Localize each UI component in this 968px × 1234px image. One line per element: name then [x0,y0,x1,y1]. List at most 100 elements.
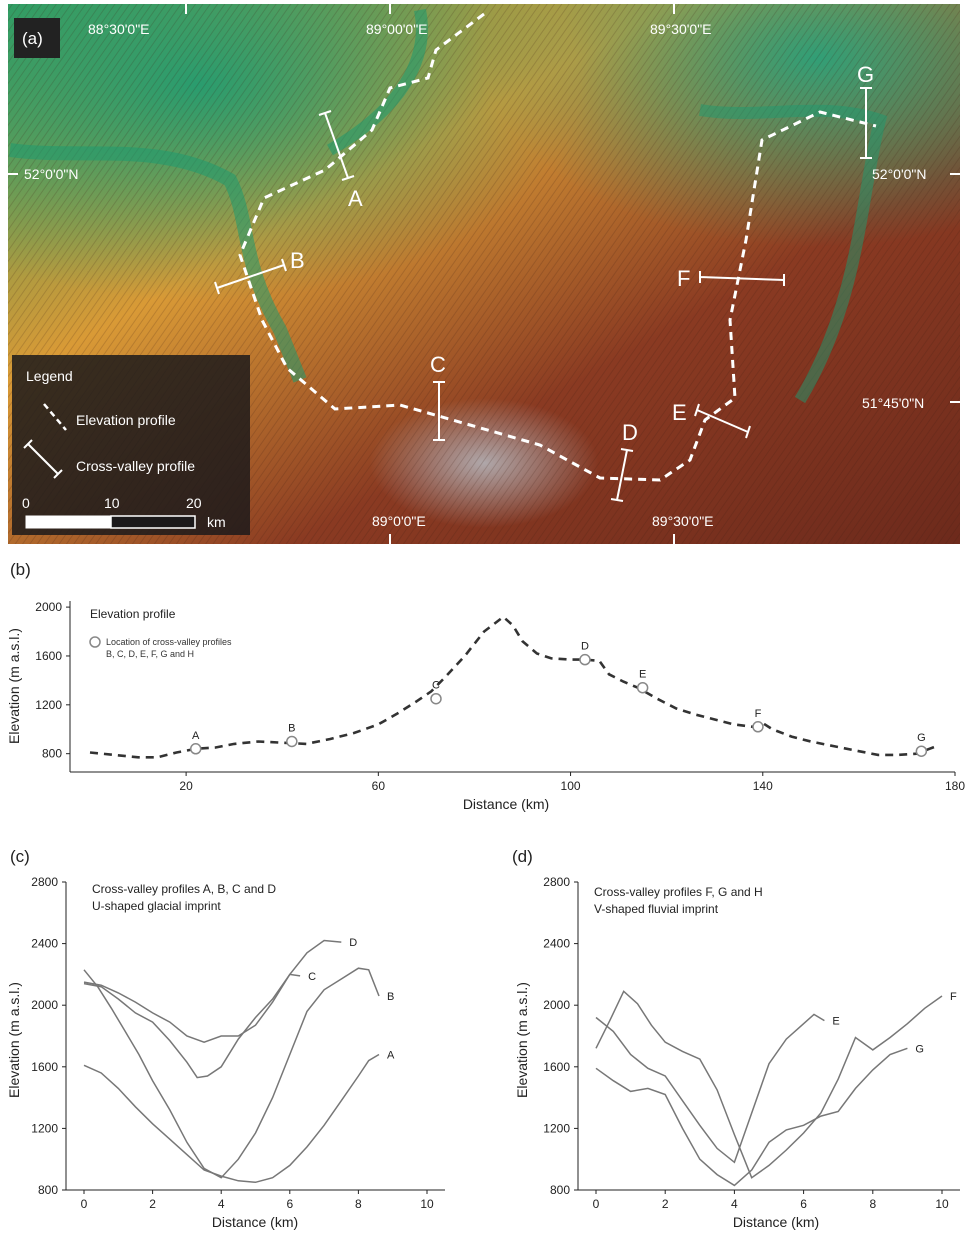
x-tick-label: 10 [935,1197,949,1211]
x-tick-label: 4 [218,1197,225,1211]
valley-east [699,104,888,404]
profile-point-label-E: E [639,669,646,681]
y-tick-label: 2000 [35,600,62,614]
coord-lat-right-2: 51°45'0"N [862,395,924,411]
map-letter-E: E [672,400,687,425]
map-panel: A B C D E F G 88°30'0"E 89°00'0"E 89°30'… [8,4,960,544]
scale-tick-0: 0 [22,495,30,511]
scale-tick-20: 20 [186,495,202,511]
x-tick-label: 180 [945,779,965,793]
series-line [89,615,937,759]
panel-b-ylabel: Elevation (m a.s.l.) [6,628,22,744]
panel-b-y-ticks: 800 1200 1600 2000 [35,600,70,761]
cross-valley-C [433,381,445,441]
panel-c-title-line1: Cross-valley profiles A, B, C and D [92,882,276,896]
series-line-C [83,973,301,1079]
series-line-F [595,990,943,1179]
y-tick-label: 800 [42,747,62,761]
coord-lon-top-3: 89°30'0"E [650,21,712,37]
x-tick-label: 100 [561,779,581,793]
scale-tick-10: 10 [104,495,120,511]
panel-c-ylabel: Elevation (m a.s.l.) [6,982,22,1098]
panel-b-plot-area: A B C D E F G [89,615,937,759]
panel-b-title: Elevation profile [90,607,176,621]
panel-b-label: (b) [10,560,31,579]
map-legend-bg [12,355,250,535]
x-tick-label: 6 [800,1197,807,1211]
legend-elevation-profile: Elevation profile [76,412,176,428]
x-tick-label: 20 [179,779,193,793]
legend-dashed-symbol [43,403,67,431]
coord-lon-bottom-2: 89°30'0"E [652,513,714,529]
map-letter-F: F [677,266,690,291]
y-tick-label: 2000 [543,998,570,1012]
profile-point-F [752,721,764,733]
y-tick-label: 2000 [31,998,58,1012]
panel-a-label: (a) [22,29,43,48]
y-tick-label: 2800 [543,875,570,889]
panel-d-ylabel: Elevation (m a.s.l.) [514,982,530,1098]
panel-c-cross-valley-chart: (c) Elevation (m a.s.l.) Distance (km) C… [6,847,445,1230]
panel-d-x-ticks: 0 2 4 6 8 10 [593,1190,949,1211]
profile-point-A [189,743,202,755]
panel-b-xlabel: Distance (km) [463,796,549,812]
series-label-A: A [387,1049,395,1061]
y-tick-label: 800 [38,1183,58,1197]
cross-valley-B [214,258,287,295]
x-tick-label: 0 [593,1197,600,1211]
panel-d-plot-area: E F G [595,990,957,1187]
graticule-ticks [8,4,960,544]
x-tick-label: 2 [149,1197,156,1211]
profile-point-label-C: C [432,680,440,692]
panel-b-elevation-profile-chart: (b) Elevation (m a.s.l.) Distance (km) E… [6,560,965,812]
x-tick-label: 140 [753,779,773,793]
map-letter-B: B [290,248,305,273]
x-tick-label: 2 [662,1197,669,1211]
series-label-B: B [387,991,394,1003]
y-tick-label: 1600 [543,1060,570,1074]
panel-b-legend-line2: B, C, D, E, F, G and H [106,649,194,659]
panel-c-y-ticks: 800 1200 1600 2000 2400 2800 [31,875,66,1197]
series-line-D [83,939,342,1043]
legend-bar-symbol [23,439,63,479]
y-tick-label: 2800 [31,875,58,889]
map-letter-D: D [622,420,638,445]
x-tick-label: 10 [420,1197,434,1211]
coord-lat-right-1: 52°0'0"N [872,166,927,182]
panel-b-legend-line1: Location of cross-valley profiles [106,637,232,647]
panel-d-xlabel: Distance (km) [733,1214,819,1230]
series-label-E: E [832,1016,839,1028]
cross-valley-markers [214,87,872,502]
y-tick-label: 1600 [31,1060,58,1074]
profile-point-G [915,745,928,757]
panel-c-x-ticks: 0 2 4 6 8 10 [81,1190,434,1211]
series-line-B [83,967,380,1179]
series-line-G [595,1047,908,1187]
panel-c-xlabel: Distance (km) [212,1214,298,1230]
y-tick-label: 1200 [35,698,62,712]
series-label-C: C [308,971,316,983]
y-tick-label: 1200 [543,1121,570,1135]
y-tick-label: 1600 [35,649,62,663]
y-tick-label: 800 [550,1183,570,1197]
map-legend-title: Legend [26,368,73,384]
cross-valley-A [318,110,355,181]
panel-a-label-bg [14,18,60,58]
series-label-F: F [950,991,957,1003]
cross-valley-E [694,403,751,439]
x-tick-label: 8 [355,1197,362,1211]
map-letter-C: C [430,352,446,377]
elevation-profile-route [238,12,877,482]
profile-point-label-B: B [288,722,295,734]
scale-bar-white [25,515,112,529]
y-tick-label: 2400 [543,937,570,951]
cross-valley-F [699,271,785,286]
panel-c-title-line2: U-shaped glacial imprint [92,899,221,913]
profile-point-B [286,735,298,748]
panel-d-y-ticks: 800 1200 1600 2000 2400 2800 [543,875,578,1197]
panel-b-legend-circle [89,636,101,648]
coord-lat-left: 52°0'0"N [24,166,79,182]
profile-point-label-F: F [755,708,762,720]
x-tick-label: 60 [372,779,386,793]
